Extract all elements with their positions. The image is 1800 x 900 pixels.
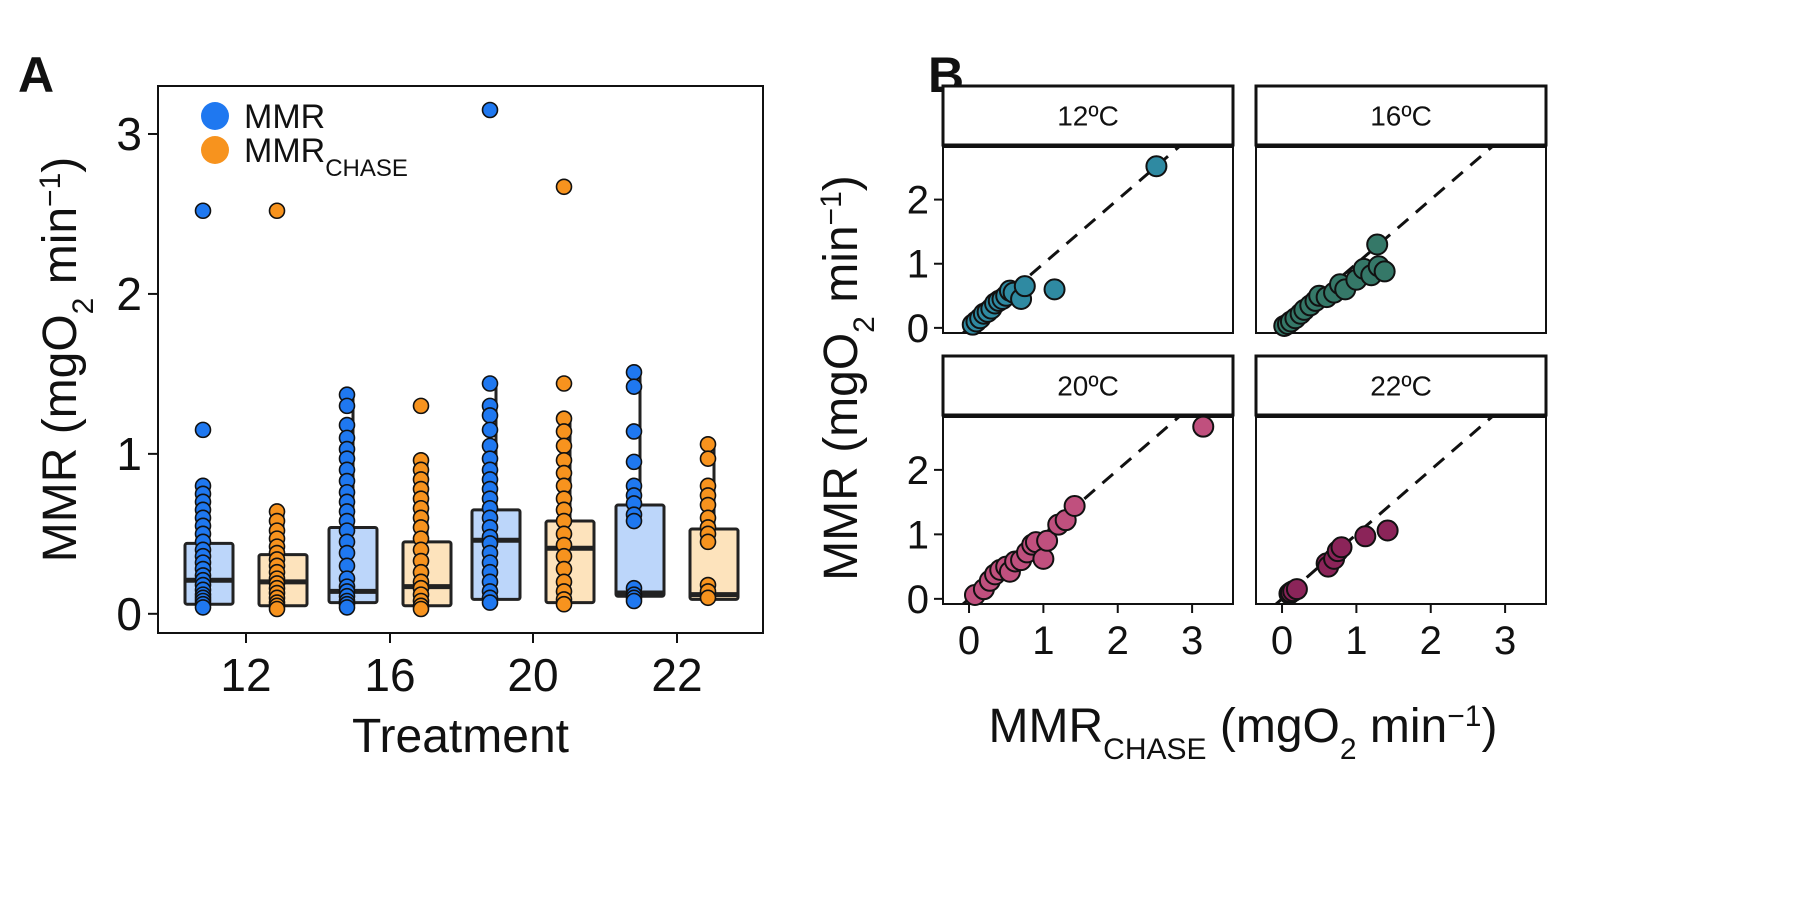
facet-frame xyxy=(1255,146,1547,334)
scatter-point xyxy=(1330,536,1353,559)
data-point xyxy=(555,423,573,440)
panel-letter-a: A xyxy=(18,47,54,103)
x-axis-label-b: MMRCHASE (mgO2 min−1) xyxy=(989,700,1498,766)
y-tick-label-a: 0 xyxy=(116,588,142,640)
data-point xyxy=(194,421,212,439)
data-point xyxy=(268,202,286,220)
x-tick-label-b: 2 xyxy=(1107,619,1129,663)
scatter-point xyxy=(1354,525,1377,548)
data-point xyxy=(481,375,499,392)
facet-frame xyxy=(1255,416,1547,605)
scatter-point xyxy=(1036,529,1059,552)
data-point xyxy=(699,435,717,453)
x-tick-label-b: 0 xyxy=(958,619,980,663)
identity-line xyxy=(1273,417,1495,604)
data-point xyxy=(412,600,430,618)
data-point xyxy=(625,512,643,530)
data-point xyxy=(699,533,717,551)
scatter-point xyxy=(1373,260,1396,283)
facet-strip-label: 16ºC xyxy=(1370,101,1432,132)
facet-strip xyxy=(1254,84,1548,147)
facet-strip-label: 20ºC xyxy=(1057,371,1119,402)
facet-strip xyxy=(941,354,1235,417)
facet-strip xyxy=(941,84,1235,147)
data-point xyxy=(555,178,573,196)
y-tick-label-a: 1 xyxy=(116,428,142,480)
scatter-point xyxy=(1376,519,1399,542)
y-axis-label-b: MMR (mgO2 min−1) xyxy=(815,175,881,581)
x-tick-label-b: 3 xyxy=(1181,619,1203,663)
data-point xyxy=(625,453,643,471)
identity-line xyxy=(960,417,1182,604)
x-axis-label-a: Treatment xyxy=(352,710,569,763)
facet-strip-label: 22ºC xyxy=(1370,371,1432,402)
facet-strip-label: 12ºC xyxy=(1057,101,1119,132)
facet-strip xyxy=(1254,354,1548,417)
data-point xyxy=(481,594,499,611)
x-tick-label-a: 20 xyxy=(507,649,558,701)
y-tick-label-b: 1 xyxy=(907,513,929,557)
x-tick-label-b: 3 xyxy=(1494,619,1516,663)
data-point xyxy=(481,407,499,424)
scatter-point xyxy=(1013,275,1036,298)
legend-label: MMRCHASE xyxy=(244,132,408,182)
x-tick-label-a: 16 xyxy=(364,649,415,701)
scatter-point xyxy=(1145,155,1168,178)
y-tick-label-b: 0 xyxy=(907,307,929,351)
x-tick-label-b: 0 xyxy=(1271,619,1293,663)
scatter-point xyxy=(1192,415,1215,438)
x-tick-label-b: 1 xyxy=(1032,619,1054,663)
data-point xyxy=(194,599,212,616)
plot-frame-a xyxy=(157,85,764,634)
legend-label: MMR xyxy=(244,98,325,136)
y-tick-label-b: 0 xyxy=(907,578,929,622)
scatter-point xyxy=(1063,494,1086,517)
data-point xyxy=(699,450,717,467)
data-point xyxy=(338,397,356,415)
facet-frame xyxy=(942,416,1234,605)
data-point xyxy=(699,589,717,607)
facet-frame xyxy=(942,146,1234,334)
x-tick-label-b: 1 xyxy=(1345,619,1367,663)
x-tick-label-b: 2 xyxy=(1420,619,1442,663)
y-tick-label-a: 3 xyxy=(116,108,142,160)
scatter-point xyxy=(1285,578,1308,601)
data-point xyxy=(625,378,643,395)
data-point xyxy=(481,101,499,119)
y-tick-label-b: 2 xyxy=(907,449,929,493)
data-point xyxy=(481,421,499,439)
x-tick-label-a: 22 xyxy=(651,649,702,701)
data-point xyxy=(555,595,573,613)
identity-line xyxy=(1273,147,1495,333)
data-point xyxy=(555,437,573,455)
identity-line xyxy=(960,147,1182,333)
data-point xyxy=(625,592,643,610)
scatter-point xyxy=(1366,233,1389,256)
y-tick-label-b: 1 xyxy=(907,243,929,287)
scatter-point xyxy=(1043,278,1066,301)
data-point xyxy=(555,375,573,392)
data-point xyxy=(625,423,643,440)
y-tick-label-a: 2 xyxy=(116,268,142,320)
legend-swatch xyxy=(201,136,229,164)
y-tick-label-b: 2 xyxy=(907,179,929,223)
panel-b-scatter-facets: 12ºC 0 1 2 16ºC 20ºC 0 1 2 0 1 2 3 22ºC 0 1 2 3 MMR (mgO2 … xyxy=(815,84,1548,766)
data-point xyxy=(412,397,430,415)
legend-swatch xyxy=(201,102,229,130)
x-tick-label-a: 12 xyxy=(220,649,271,701)
y-axis-label-a: MMR (mgO2 min−1) xyxy=(34,157,100,563)
data-point xyxy=(194,202,212,220)
scatter-point xyxy=(1032,547,1055,570)
data-point xyxy=(338,599,356,616)
data-point xyxy=(625,363,643,381)
data-point xyxy=(268,600,286,618)
